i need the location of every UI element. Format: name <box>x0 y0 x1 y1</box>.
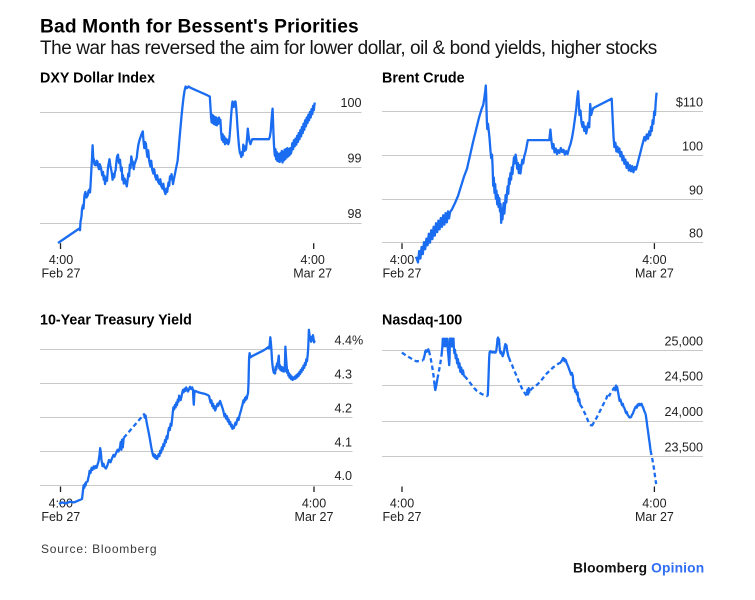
svg-text:4.2: 4.2 <box>334 401 352 415</box>
svg-text:100: 100 <box>682 139 703 153</box>
svg-text:25,000: 25,000 <box>664 334 703 348</box>
svg-text:Brent Crude: Brent Crude <box>382 71 465 87</box>
svg-text:Mar 27: Mar 27 <box>635 510 674 524</box>
svg-text:Mar 27: Mar 27 <box>635 266 674 280</box>
svg-text:99: 99 <box>347 151 361 165</box>
svg-text:4:00: 4:00 <box>301 253 325 267</box>
svg-text:23,500: 23,500 <box>664 441 703 455</box>
svg-text:100: 100 <box>340 96 361 110</box>
svg-text:%: % <box>352 334 363 348</box>
svg-text:4:00: 4:00 <box>49 253 73 267</box>
svg-text:Mar 27: Mar 27 <box>295 510 334 524</box>
svg-text:Feb 27: Feb 27 <box>383 510 422 524</box>
svg-text:Feb 27: Feb 27 <box>383 266 422 280</box>
svg-text:80: 80 <box>689 227 703 241</box>
svg-text:Feb 27: Feb 27 <box>41 510 80 524</box>
svg-text:24,000: 24,000 <box>664 405 703 419</box>
svg-text:4:00: 4:00 <box>302 497 326 511</box>
svg-text:10-Year Treasury Yield: 10-Year Treasury Yield <box>40 313 192 329</box>
svg-text:Bad Month for Bessent's Priori: Bad Month for Bessent's Priorities <box>40 17 359 38</box>
svg-text:4:00: 4:00 <box>642 253 666 267</box>
svg-text:90: 90 <box>689 183 703 197</box>
svg-text:Nasdaq-100: Nasdaq-100 <box>382 313 462 329</box>
svg-text:Mar 27: Mar 27 <box>293 266 332 280</box>
svg-text:4:00: 4:00 <box>390 253 414 267</box>
svg-text:24,500: 24,500 <box>664 370 703 384</box>
svg-text:Bloomberg Opinion: Bloomberg Opinion <box>573 561 704 576</box>
svg-text:DXY Dollar Index: DXY Dollar Index <box>40 71 155 87</box>
svg-text:4:00: 4:00 <box>642 497 666 511</box>
svg-text:Feb 27: Feb 27 <box>42 266 81 280</box>
svg-text:4.1: 4.1 <box>334 435 352 449</box>
svg-text:4.4: 4.4 <box>334 334 352 348</box>
svg-text:4.3: 4.3 <box>334 368 352 382</box>
svg-text:4.0: 4.0 <box>334 469 352 483</box>
svg-text:98: 98 <box>347 207 361 221</box>
svg-text:The war has reversed the aim f: The war has reversed the aim for lower d… <box>40 38 657 59</box>
svg-text:$110: $110 <box>676 95 703 109</box>
svg-text:Source: Bloomberg: Source: Bloomberg <box>41 542 157 556</box>
svg-text:4:00: 4:00 <box>390 497 414 511</box>
